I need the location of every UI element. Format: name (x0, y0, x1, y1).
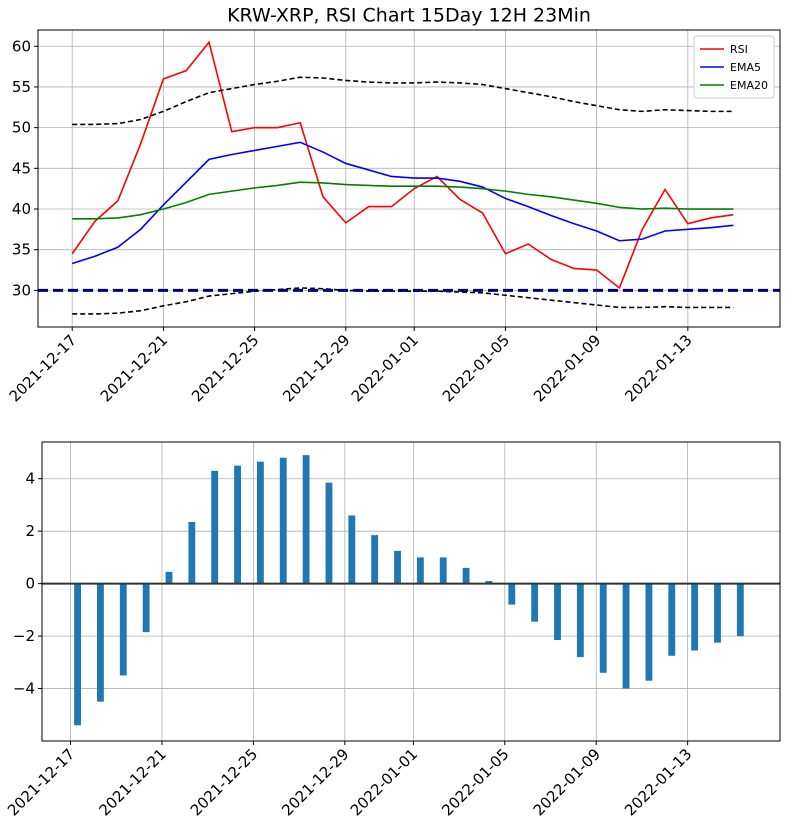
series-line (72, 181, 734, 220)
bar (736, 583, 744, 637)
x-tick-label: 2022-01-01 (348, 331, 422, 405)
bar (165, 571, 173, 584)
bar (142, 583, 150, 633)
y-tick-label: −4 (13, 680, 35, 698)
plot-frame (41, 441, 781, 742)
x-tick-label: 2021-12-17 (6, 331, 80, 405)
plot-frame (37, 29, 781, 328)
bar (599, 583, 607, 673)
bar (622, 583, 630, 689)
x-tick-label: 2022-01-05 (439, 331, 513, 405)
bar (394, 550, 401, 584)
x-tick-label: 2021-12-21 (97, 331, 171, 405)
bar (416, 557, 424, 584)
x-tick-label: 2021-12-25 (187, 745, 261, 819)
bar (325, 482, 333, 584)
legend-label: EMA20 (730, 79, 768, 92)
x-tick-label: 2021-12-21 (95, 745, 169, 819)
bar (485, 581, 493, 584)
x-tick-label: 2021-12-25 (188, 331, 262, 405)
bar (668, 583, 676, 656)
x-tick-label: 2022-01-13 (621, 745, 695, 819)
y-tick-label: −2 (13, 627, 35, 645)
bar (714, 583, 721, 643)
legend (693, 35, 775, 99)
plot-area (42, 442, 780, 741)
x-tick-label: 2022-01-09 (530, 331, 604, 405)
bar (371, 535, 379, 584)
series-line (71, 141, 734, 265)
bar (645, 583, 653, 681)
y-tick-label: 55 (12, 78, 31, 96)
bar (279, 457, 287, 584)
bar (211, 470, 219, 584)
bar (188, 521, 196, 584)
bar (97, 583, 104, 702)
band-line (72, 76, 734, 126)
legend-label: RSI (730, 43, 748, 56)
bar (348, 515, 356, 584)
bar (691, 583, 699, 651)
y-tick-label: 50 (12, 119, 31, 137)
bar (256, 461, 264, 584)
chart-title: KRW-XRP, RSI Chart 15Day 12H 23Min (227, 5, 591, 27)
y-tick-label: 2 (25, 522, 35, 540)
y-tick-label: 0 (25, 575, 35, 593)
y-tick-label: 45 (12, 159, 31, 177)
x-tick-label: 2022-01-01 (347, 745, 421, 819)
bar (554, 583, 561, 641)
x-tick-label: 2021-12-29 (278, 745, 352, 819)
bar (462, 567, 470, 584)
x-tick-label: 2022-01-09 (530, 745, 604, 819)
series-line (71, 40, 734, 290)
x-tick-label: 2022-01-05 (438, 745, 512, 819)
y-tick-label: 30 (12, 281, 31, 299)
legend-label: EMA5 (730, 61, 761, 74)
y-tick-label: 40 (12, 200, 31, 218)
x-tick-label: 2021-12-29 (279, 331, 353, 405)
bar (74, 583, 81, 726)
bar (576, 583, 584, 658)
bar (234, 465, 241, 584)
y-tick-label: 35 (12, 241, 31, 259)
bar (439, 557, 447, 584)
y-tick-label: 60 (12, 37, 31, 55)
y-tick-label: 4 (25, 470, 35, 488)
x-tick-label: 2021-12-17 (4, 745, 78, 819)
x-tick-label: 2022-01-13 (621, 331, 695, 405)
bar (119, 583, 127, 676)
bar (302, 455, 310, 584)
bar (508, 583, 516, 605)
bar (531, 583, 539, 622)
